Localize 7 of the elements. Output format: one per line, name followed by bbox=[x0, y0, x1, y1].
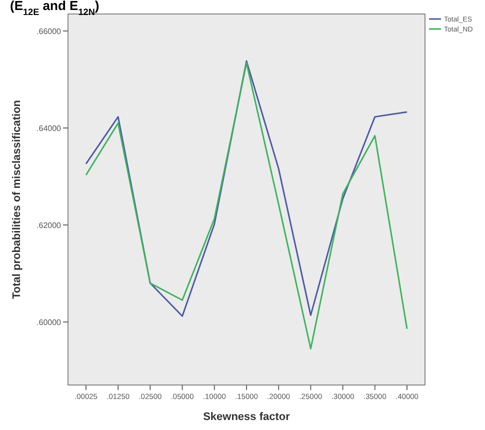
y-axis-title: Total probabilities of misclassification bbox=[11, 100, 23, 300]
y-tick-label: .64000 bbox=[36, 124, 62, 133]
x-axis-title: Skewness factor bbox=[203, 411, 291, 423]
chart-title: (E$_{12E}$ and E$_{12N}$) bbox=[10, 0, 100, 17]
y-tick-label: .62000 bbox=[36, 220, 62, 230]
y-tick-label: .66000 bbox=[36, 26, 62, 36]
y-tick-label: .60000 bbox=[36, 318, 62, 327]
